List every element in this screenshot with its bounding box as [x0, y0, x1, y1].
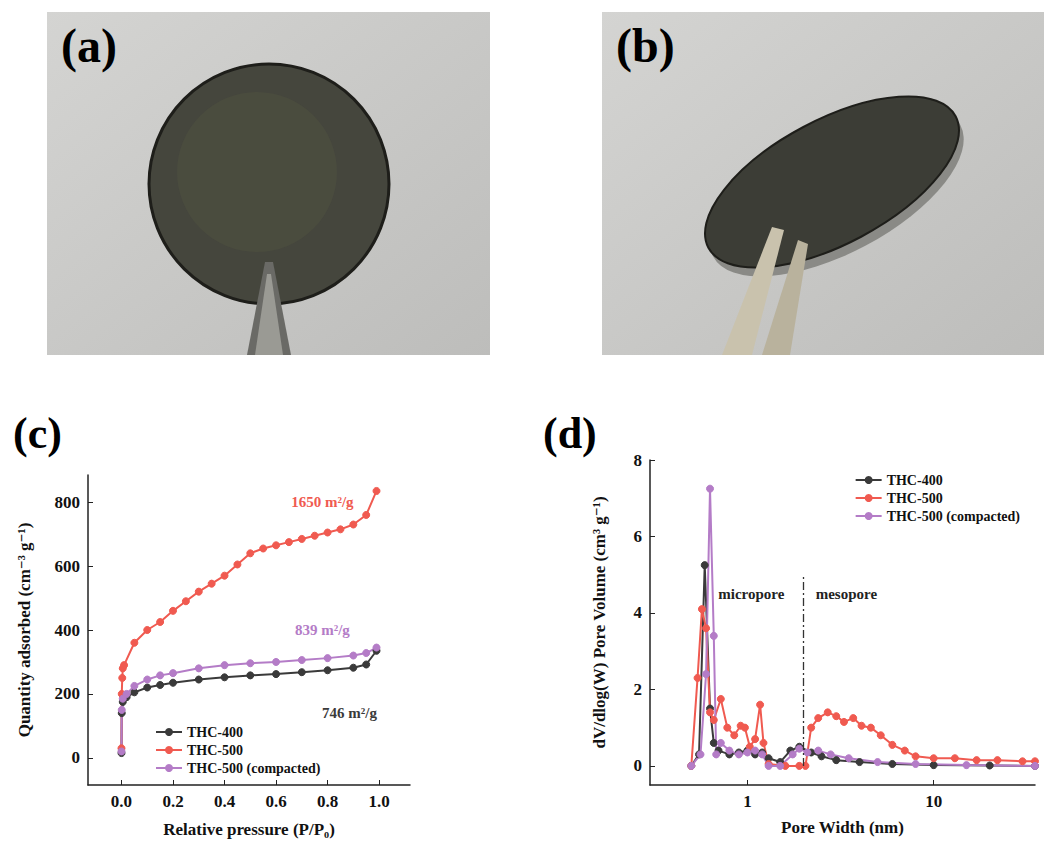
svg-text:2: 2: [634, 680, 643, 699]
svg-text:THC-500: THC-500: [887, 491, 943, 506]
svg-text:THC-500 (compacted): THC-500 (compacted): [187, 761, 321, 777]
svg-text:1.0: 1.0: [368, 792, 389, 811]
svg-text:THC-400: THC-400: [887, 473, 943, 488]
svg-text:Relative pressure (P/P₀): Relative pressure (P/P₀): [163, 820, 335, 839]
svg-text:1650 m²/g: 1650 m²/g: [291, 494, 354, 510]
svg-text:8: 8: [634, 451, 643, 470]
svg-text:4: 4: [634, 603, 643, 622]
svg-text:0.4: 0.4: [214, 792, 236, 811]
svg-text:800: 800: [55, 493, 81, 512]
svg-text:(d): (d): [543, 409, 597, 458]
svg-text:(c): (c): [13, 409, 62, 458]
svg-text:THC-500: THC-500: [187, 743, 243, 758]
svg-text:micropore: micropore: [718, 586, 784, 602]
html-text:(b): (b): [616, 19, 675, 72]
svg-text:THC-400: THC-400: [187, 725, 243, 740]
svg-text:THC-500 (compacted): THC-500 (compacted): [887, 509, 1021, 525]
html-text:(a): (a): [61, 19, 117, 72]
svg-text:1: 1: [743, 792, 752, 811]
svg-text:0.8: 0.8: [317, 792, 338, 811]
svg-text:200: 200: [55, 684, 81, 703]
svg-text:0: 0: [72, 748, 81, 767]
svg-text:mesopore: mesopore: [816, 586, 878, 602]
svg-text:0.0: 0.0: [111, 792, 132, 811]
svg-text:Pore Width (nm): Pore Width (nm): [781, 818, 904, 837]
svg-text:400: 400: [55, 621, 81, 640]
svg-text:10: 10: [925, 792, 942, 811]
svg-text:6: 6: [634, 527, 643, 546]
svg-text:Quantity adsorbed (cm⁻³ g⁻¹): Quantity adsorbed (cm⁻³ g⁻¹): [15, 523, 34, 738]
svg-text:839 m²/g: 839 m²/g: [295, 622, 350, 638]
svg-text:dV/dlog(W) Pore Volume (cm³ g⁻: dV/dlog(W) Pore Volume (cm³ g⁻¹): [590, 496, 609, 748]
svg-text:600: 600: [55, 557, 81, 576]
svg-text:0: 0: [634, 756, 643, 775]
svg-text:0.6: 0.6: [265, 792, 286, 811]
svg-text:746 m²/g: 746 m²/g: [322, 705, 377, 721]
svg-text:0.2: 0.2: [162, 792, 183, 811]
